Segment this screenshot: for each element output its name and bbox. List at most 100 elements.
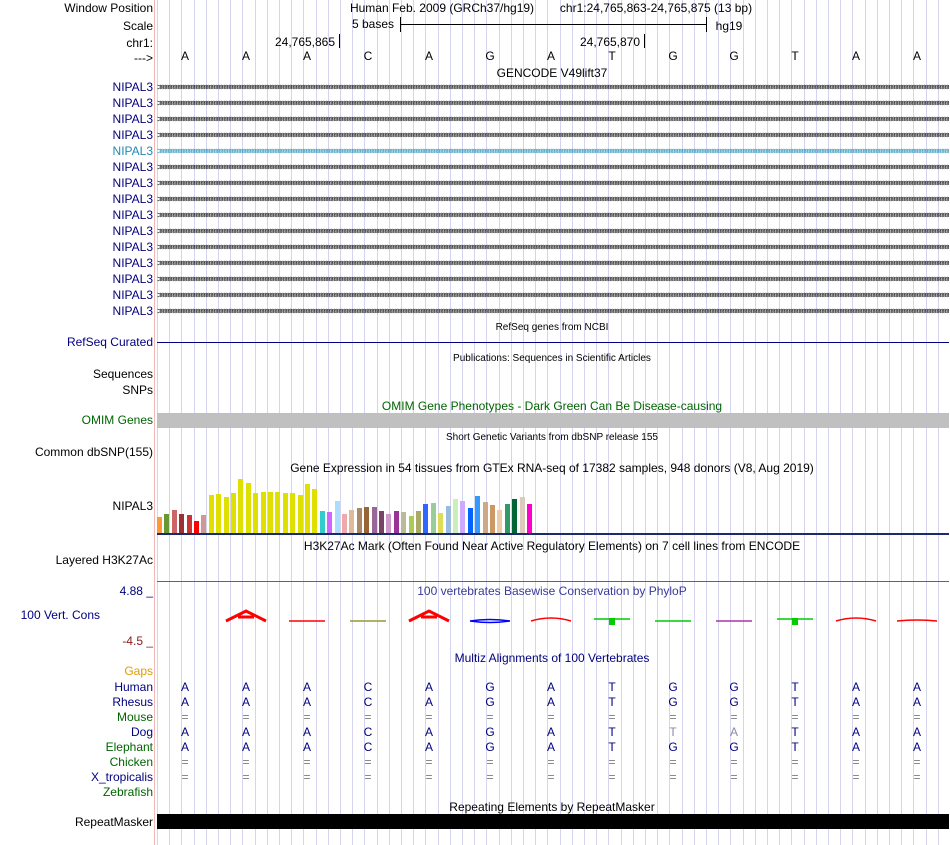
gtex-tissue-bar[interactable]	[179, 514, 185, 533]
gencode-gene-arrows[interactable]: >>>>>>>>>>>>>>>>>>>>>>>>>>>>>>>>>>>>>>>>…	[157, 260, 949, 267]
refseq-label[interactable]: RefSeq Curated	[66, 335, 153, 349]
gtex-tissue-bar[interactable]	[290, 493, 296, 533]
gencode-gene-label[interactable]: NIPAL3	[112, 240, 153, 254]
gtex-tissue-bar[interactable]	[208, 495, 214, 533]
gencode-gene-arrows[interactable]: >>>>>>>>>>>>>>>>>>>>>>>>>>>>>>>>>>>>>>>>…	[157, 308, 949, 315]
gtex-tissue-bar[interactable]	[342, 514, 347, 533]
gtex-tissue-bar[interactable]	[401, 512, 407, 533]
multiz-species-label[interactable]: Rhesus	[112, 695, 153, 709]
gencode-gene-label[interactable]: NIPAL3	[112, 256, 153, 270]
gtex-tissue-bar[interactable]	[305, 484, 310, 533]
gtex-tissue-bar[interactable]	[482, 502, 488, 533]
gtex-tissue-bar[interactable]	[393, 511, 399, 533]
gtex-tissue-bar[interactable]	[216, 494, 222, 533]
gtex-tissue-bar[interactable]	[371, 507, 377, 533]
gtex-tissue-bar[interactable]	[438, 513, 444, 533]
multiz-gaps-label[interactable]: Gaps	[124, 664, 153, 678]
gencode-gene-arrows[interactable]: >>>>>>>>>>>>>>>>>>>>>>>>>>>>>>>>>>>>>>>>…	[157, 148, 949, 155]
gtex-tissue-bar[interactable]	[164, 514, 170, 533]
gtex-tissue-bar[interactable]	[430, 503, 436, 533]
gencode-gene-arrows[interactable]: >>>>>>>>>>>>>>>>>>>>>>>>>>>>>>>>>>>>>>>>…	[157, 228, 949, 235]
gencode-gene-arrows[interactable]: >>>>>>>>>>>>>>>>>>>>>>>>>>>>>>>>>>>>>>>>…	[157, 292, 949, 299]
gencode-gene-arrows[interactable]: >>>>>>>>>>>>>>>>>>>>>>>>>>>>>>>>>>>>>>>>…	[157, 244, 949, 251]
gencode-gene-label[interactable]: NIPAL3	[112, 304, 153, 318]
gtex-tissue-bar[interactable]	[467, 508, 473, 533]
gtex-tissue-bar[interactable]	[356, 508, 362, 533]
gencode-gene-arrows[interactable]: >>>>>>>>>>>>>>>>>>>>>>>>>>>>>>>>>>>>>>>>…	[157, 84, 949, 91]
gtex-tissue-bar[interactable]	[268, 492, 273, 533]
gencode-gene-label[interactable]: NIPAL3	[112, 80, 153, 94]
refseq-track-line[interactable]	[157, 342, 949, 343]
publications-label-snps[interactable]: SNPs	[122, 383, 153, 397]
gtex-tissue-bar[interactable]	[490, 505, 495, 533]
gtex-tissue-bar[interactable]	[497, 510, 503, 533]
gtex-tissue-bar[interactable]	[186, 515, 192, 533]
gtex-tissue-bar[interactable]	[379, 511, 384, 533]
gtex-tissue-bar[interactable]	[260, 492, 266, 533]
gtex-tissue-bar[interactable]	[408, 516, 414, 533]
gencode-gene-arrows[interactable]: >>>>>>>>>>>>>>>>>>>>>>>>>>>>>>>>>>>>>>>>…	[157, 276, 949, 283]
gencode-gene-label[interactable]: NIPAL3	[112, 192, 153, 206]
gtex-tissue-bar[interactable]	[423, 504, 429, 533]
gtex-tissue-bar[interactable]	[445, 506, 451, 533]
gtex-tissue-bar[interactable]	[245, 483, 251, 533]
gtex-tissue-bar[interactable]	[334, 501, 340, 533]
gencode-gene-label[interactable]: NIPAL3	[112, 224, 153, 238]
multiz-species-label[interactable]: Chicken	[109, 755, 153, 769]
gtex-tissue-bar[interactable]	[527, 504, 532, 533]
phylop-plot[interactable]	[157, 598, 949, 648]
omim-track-bar[interactable]	[157, 413, 949, 428]
gencode-gene-label[interactable]: NIPAL3	[112, 112, 153, 126]
multiz-species-label[interactable]: X_tropicalis	[90, 770, 153, 784]
gtex-tissue-bar[interactable]	[512, 499, 518, 533]
phylop-label[interactable]: 100 Vert. Cons	[20, 608, 100, 622]
gtex-tissue-bar[interactable]	[297, 495, 303, 533]
gtex-tissue-bar[interactable]	[223, 497, 229, 533]
gtex-tissue-bar[interactable]	[171, 510, 177, 533]
gtex-tissue-bar[interactable]	[349, 510, 355, 533]
gencode-gene-arrows[interactable]: >>>>>>>>>>>>>>>>>>>>>>>>>>>>>>>>>>>>>>>>…	[157, 164, 949, 171]
gencode-gene-label[interactable]: NIPAL3	[112, 208, 153, 222]
gtex-tissue-bar[interactable]	[231, 493, 236, 533]
gtex-tissue-bar[interactable]	[253, 493, 259, 533]
gencode-gene-arrows[interactable]: >>>>>>>>>>>>>>>>>>>>>>>>>>>>>>>>>>>>>>>>…	[157, 196, 949, 203]
gtex-tissue-bar[interactable]	[327, 512, 333, 533]
gtex-tissue-bar[interactable]	[157, 517, 162, 533]
gtex-tissue-bar[interactable]	[194, 521, 199, 533]
gencode-gene-label[interactable]: NIPAL3	[112, 272, 153, 286]
h3k27ac-track-line[interactable]	[157, 581, 949, 582]
gencode-gene-arrows[interactable]: >>>>>>>>>>>>>>>>>>>>>>>>>>>>>>>>>>>>>>>>…	[157, 212, 949, 219]
multiz-species-label[interactable]: Elephant	[105, 740, 153, 754]
repeatmasker-label[interactable]: RepeatMasker	[74, 815, 153, 829]
gencode-gene-arrows[interactable]: >>>>>>>>>>>>>>>>>>>>>>>>>>>>>>>>>>>>>>>>…	[157, 116, 949, 123]
repeatmasker-bar[interactable]	[157, 814, 949, 829]
gtex-tissue-bar[interactable]	[460, 501, 466, 533]
gtex-tissue-bar[interactable]	[416, 511, 421, 533]
dbsnp-label[interactable]: Common dbSNP(155)	[34, 445, 153, 459]
gencode-gene-label[interactable]: NIPAL3	[112, 128, 153, 142]
gtex-tissue-bar[interactable]	[364, 507, 370, 533]
gtex-tissue-bar[interactable]	[386, 514, 392, 533]
gencode-gene-label[interactable]: NIPAL3	[112, 176, 153, 190]
multiz-species-label[interactable]: Mouse	[116, 710, 153, 724]
gtex-tissue-bar[interactable]	[504, 504, 510, 533]
gtex-tissue-bar[interactable]	[201, 515, 207, 533]
gencode-gene-label[interactable]: NIPAL3	[112, 288, 153, 302]
gtex-tissue-bar[interactable]	[319, 511, 325, 533]
publications-label-sequences[interactable]: Sequences	[92, 367, 153, 381]
gtex-tissue-bar[interactable]	[519, 497, 525, 533]
gtex-label[interactable]: NIPAL3	[112, 499, 153, 513]
gtex-tissue-bar[interactable]	[312, 489, 318, 533]
gencode-gene-label[interactable]: NIPAL3	[112, 160, 153, 174]
gencode-gene-arrows[interactable]: >>>>>>>>>>>>>>>>>>>>>>>>>>>>>>>>>>>>>>>>…	[157, 100, 949, 107]
gencode-gene-label[interactable]: NIPAL3	[112, 96, 153, 110]
multiz-species-label[interactable]: Human	[114, 680, 153, 694]
omim-label[interactable]: OMIM Genes	[81, 413, 153, 427]
gtex-tissue-bar[interactable]	[475, 496, 481, 533]
gencode-gene-arrows[interactable]: >>>>>>>>>>>>>>>>>>>>>>>>>>>>>>>>>>>>>>>>…	[157, 180, 949, 187]
gencode-gene-label[interactable]: NIPAL3	[112, 144, 153, 158]
gtex-tissue-bar[interactable]	[282, 493, 288, 533]
gtex-tissue-bar[interactable]	[453, 499, 458, 533]
multiz-species-label[interactable]: Zebrafish	[102, 785, 153, 799]
multiz-species-label[interactable]: Dog	[130, 725, 153, 739]
